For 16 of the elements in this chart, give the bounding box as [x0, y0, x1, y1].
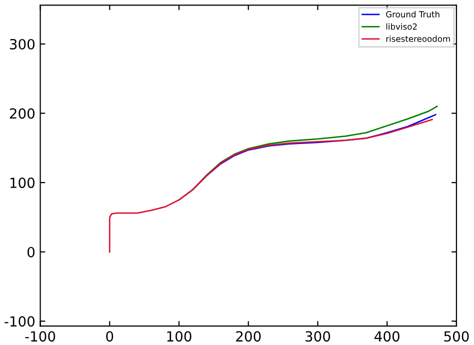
legend-label: risestereoodom: [386, 35, 450, 42]
legend-label: Ground Truth: [386, 11, 440, 18]
y-tick-label: 300: [10, 38, 35, 50]
x-tick-label: 300: [306, 331, 330, 342]
y-tick-label: -100: [4, 316, 35, 327]
x-tick-label: 500: [444, 331, 469, 342]
x-tick-label: -100: [25, 331, 56, 342]
x-tick-label: 100: [167, 331, 192, 342]
y-tick-label: 100: [10, 178, 35, 188]
y-tick-label: 0: [28, 246, 35, 258]
x-tick-label: 0: [106, 331, 114, 342]
line-series: [108, 118, 433, 253]
y-tick-label: 200: [10, 108, 35, 119]
x-tick-label: 400: [374, 331, 400, 342]
legend-label: libviso2: [386, 23, 417, 30]
x-tick-label: 200: [236, 331, 261, 342]
